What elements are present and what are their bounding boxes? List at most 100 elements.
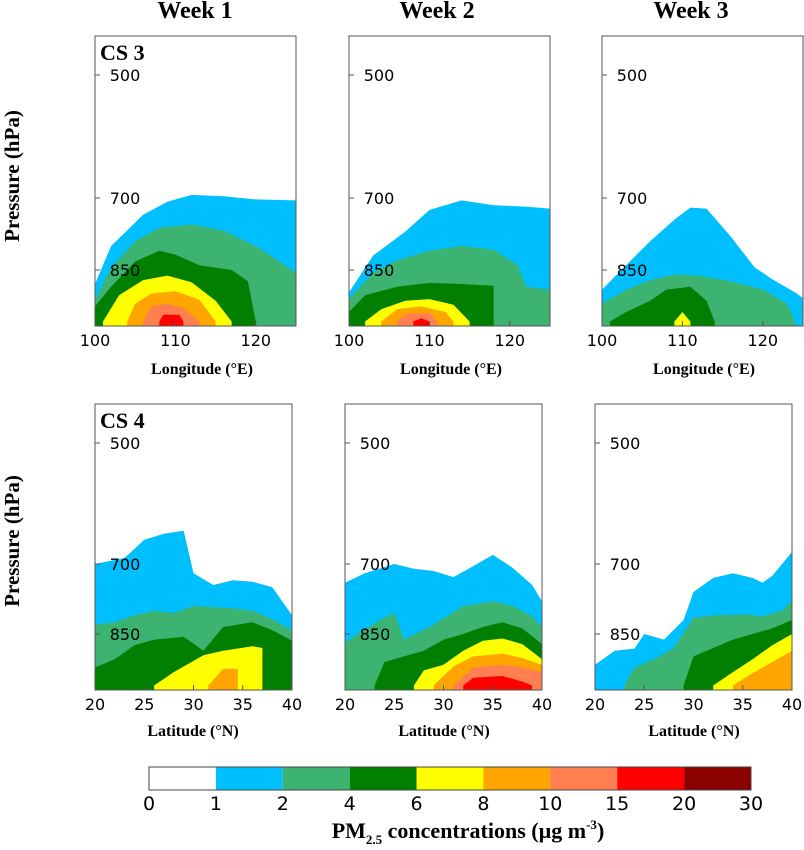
contour-fill-group xyxy=(95,530,292,690)
x-tick-label: 35 xyxy=(483,695,503,714)
y-tick-label: 500 xyxy=(610,434,641,453)
y-tick-label: 850 xyxy=(610,625,641,644)
colorbar-tick-label: 15 xyxy=(605,793,629,815)
y-tick-label: 500 xyxy=(110,66,141,85)
y-tick-label: 700 xyxy=(360,555,391,574)
contour-region-ge-6 xyxy=(674,312,691,326)
panel-label: CS 4 xyxy=(100,408,145,433)
colorbar-segment xyxy=(349,767,417,790)
contour-region-ge-4 xyxy=(610,286,715,326)
x-tick-label: 20 xyxy=(335,695,355,714)
x-tick-label: 20 xyxy=(85,695,105,714)
contour-region-ge-8 xyxy=(732,650,792,690)
y-tick-label: 500 xyxy=(364,66,395,85)
colorbar-title-rest: concentrations (µg m xyxy=(382,818,586,843)
panel-frame xyxy=(94,35,297,327)
colorbar-title-end: ) xyxy=(597,818,604,843)
x-tick-label: 20 xyxy=(585,695,605,714)
x-tick-label: 120 xyxy=(748,331,779,350)
x-tick-label: 40 xyxy=(282,695,302,714)
colorbar-tick-label: 0 xyxy=(143,793,155,815)
colorbar-segment xyxy=(149,767,216,790)
contour-region-ge-15 xyxy=(463,676,533,690)
colorbar-tick-label: 4 xyxy=(344,793,356,815)
contour-fill-group xyxy=(595,551,792,690)
x-tick-label: 40 xyxy=(782,695,802,714)
x-tick-label: 30 xyxy=(683,695,703,714)
x-axis-label-panel-5: Latitude (°N) xyxy=(398,723,489,740)
y-tick-label: 700 xyxy=(364,189,395,208)
x-tick-label: 110 xyxy=(667,331,698,350)
panel-cs3-week2: 500 700 850 100 110 120 xyxy=(334,35,551,350)
x-tick-label: 110 xyxy=(160,331,191,350)
panel-frame xyxy=(601,35,804,327)
x-tick-label: 30 xyxy=(183,695,203,714)
x-tick-label: 25 xyxy=(384,695,404,714)
contour-fill-group xyxy=(95,194,296,326)
y-tick-label: 850 xyxy=(364,261,395,280)
contour-fill-group xyxy=(349,200,550,326)
y-tick-label: 850 xyxy=(360,625,391,644)
contour-fill-group xyxy=(602,207,803,326)
x-tick-label: 100 xyxy=(80,331,111,350)
y-tick-label: 500 xyxy=(617,66,648,85)
x-tick-label: 110 xyxy=(414,331,445,350)
colorbar-tick-label: 1 xyxy=(210,793,222,815)
contour-region-ge-8 xyxy=(208,668,238,690)
colorbar-segment xyxy=(684,767,751,790)
column-title-week-2: Week 2 xyxy=(399,0,474,24)
colorbar-tick-label: 8 xyxy=(477,793,489,815)
x-axis-label-panel-6: Latitude (°N) xyxy=(648,723,739,740)
x-tick-label: 30 xyxy=(433,695,453,714)
column-title-week-3: Week 3 xyxy=(653,0,728,24)
colorbar-segment xyxy=(617,767,685,790)
colorbar-title-main: PM xyxy=(332,818,366,843)
x-axis-label-panel-4: Latitude (°N) xyxy=(147,723,238,740)
x-tick-label: 100 xyxy=(587,331,618,350)
colorbar-frame xyxy=(148,766,752,791)
contour-fill-group xyxy=(345,554,542,690)
colorbar-segment xyxy=(416,767,484,790)
y-tick-label: 500 xyxy=(110,434,141,453)
contour-region-ge-15 xyxy=(159,314,184,326)
y-tick-label: 850 xyxy=(110,261,141,280)
panel-cs4-week1: 500 700 850 20 25 30 35 40 CS 4 xyxy=(85,403,302,714)
x-tick-label: 25 xyxy=(634,695,654,714)
y-tick-label: 700 xyxy=(110,555,141,574)
y-tick-label: 700 xyxy=(610,555,641,574)
x-tick-label: 35 xyxy=(733,695,753,714)
colorbar-tick-label: 20 xyxy=(672,793,696,815)
panel-cs3-week1: 500 700 850 100 110 120 CS 3 xyxy=(80,35,297,350)
y-tick-label: 850 xyxy=(617,261,648,280)
y-tick-label: 700 xyxy=(617,189,648,208)
y-axis-label-row-1: Pressure (hPa) xyxy=(0,110,24,242)
panel-cs4-week3: 500 700 850 20 25 30 35 40 xyxy=(585,403,802,714)
x-axis-label-panel-2: Longitude (°E) xyxy=(400,361,502,378)
panel-cs4-week2: 500 700 850 20 25 30 35 40 xyxy=(335,403,552,714)
x-tick-label: 120 xyxy=(241,331,272,350)
y-tick-label: 500 xyxy=(360,434,391,453)
x-tick-label: 35 xyxy=(233,695,253,714)
colorbar-segment xyxy=(483,767,551,790)
colorbar-segment xyxy=(550,767,618,790)
x-tick-label: 40 xyxy=(532,695,552,714)
colorbar: 0 1 2 4 6 8 10 15 20 30 xyxy=(143,766,763,815)
colorbar-title-subscript: 2.5 xyxy=(366,832,383,847)
panel-frame xyxy=(348,35,551,327)
column-title-week-1: Week 1 xyxy=(157,0,232,24)
y-tick-label: 700 xyxy=(110,189,141,208)
panel-label: CS 3 xyxy=(100,40,145,65)
y-tick-label: 850 xyxy=(110,625,141,644)
colorbar-title: PM2.5 concentrations (µg m-3) xyxy=(332,817,605,847)
x-axis-label-panel-1: Longitude (°E) xyxy=(151,361,253,378)
contour-region-ge-15 xyxy=(413,318,430,326)
colorbar-tick-label: 30 xyxy=(739,793,763,815)
colorbar-tick-label: 10 xyxy=(538,793,562,815)
colorbar-tick-label: 2 xyxy=(277,793,289,815)
panel-cs3-week3: 500 700 850 100 110 120 xyxy=(587,35,804,350)
colorbar-segment xyxy=(282,767,350,790)
x-tick-label: 120 xyxy=(495,331,526,350)
colorbar-title-superscript: -3 xyxy=(586,817,597,832)
x-tick-label: 25 xyxy=(134,695,154,714)
